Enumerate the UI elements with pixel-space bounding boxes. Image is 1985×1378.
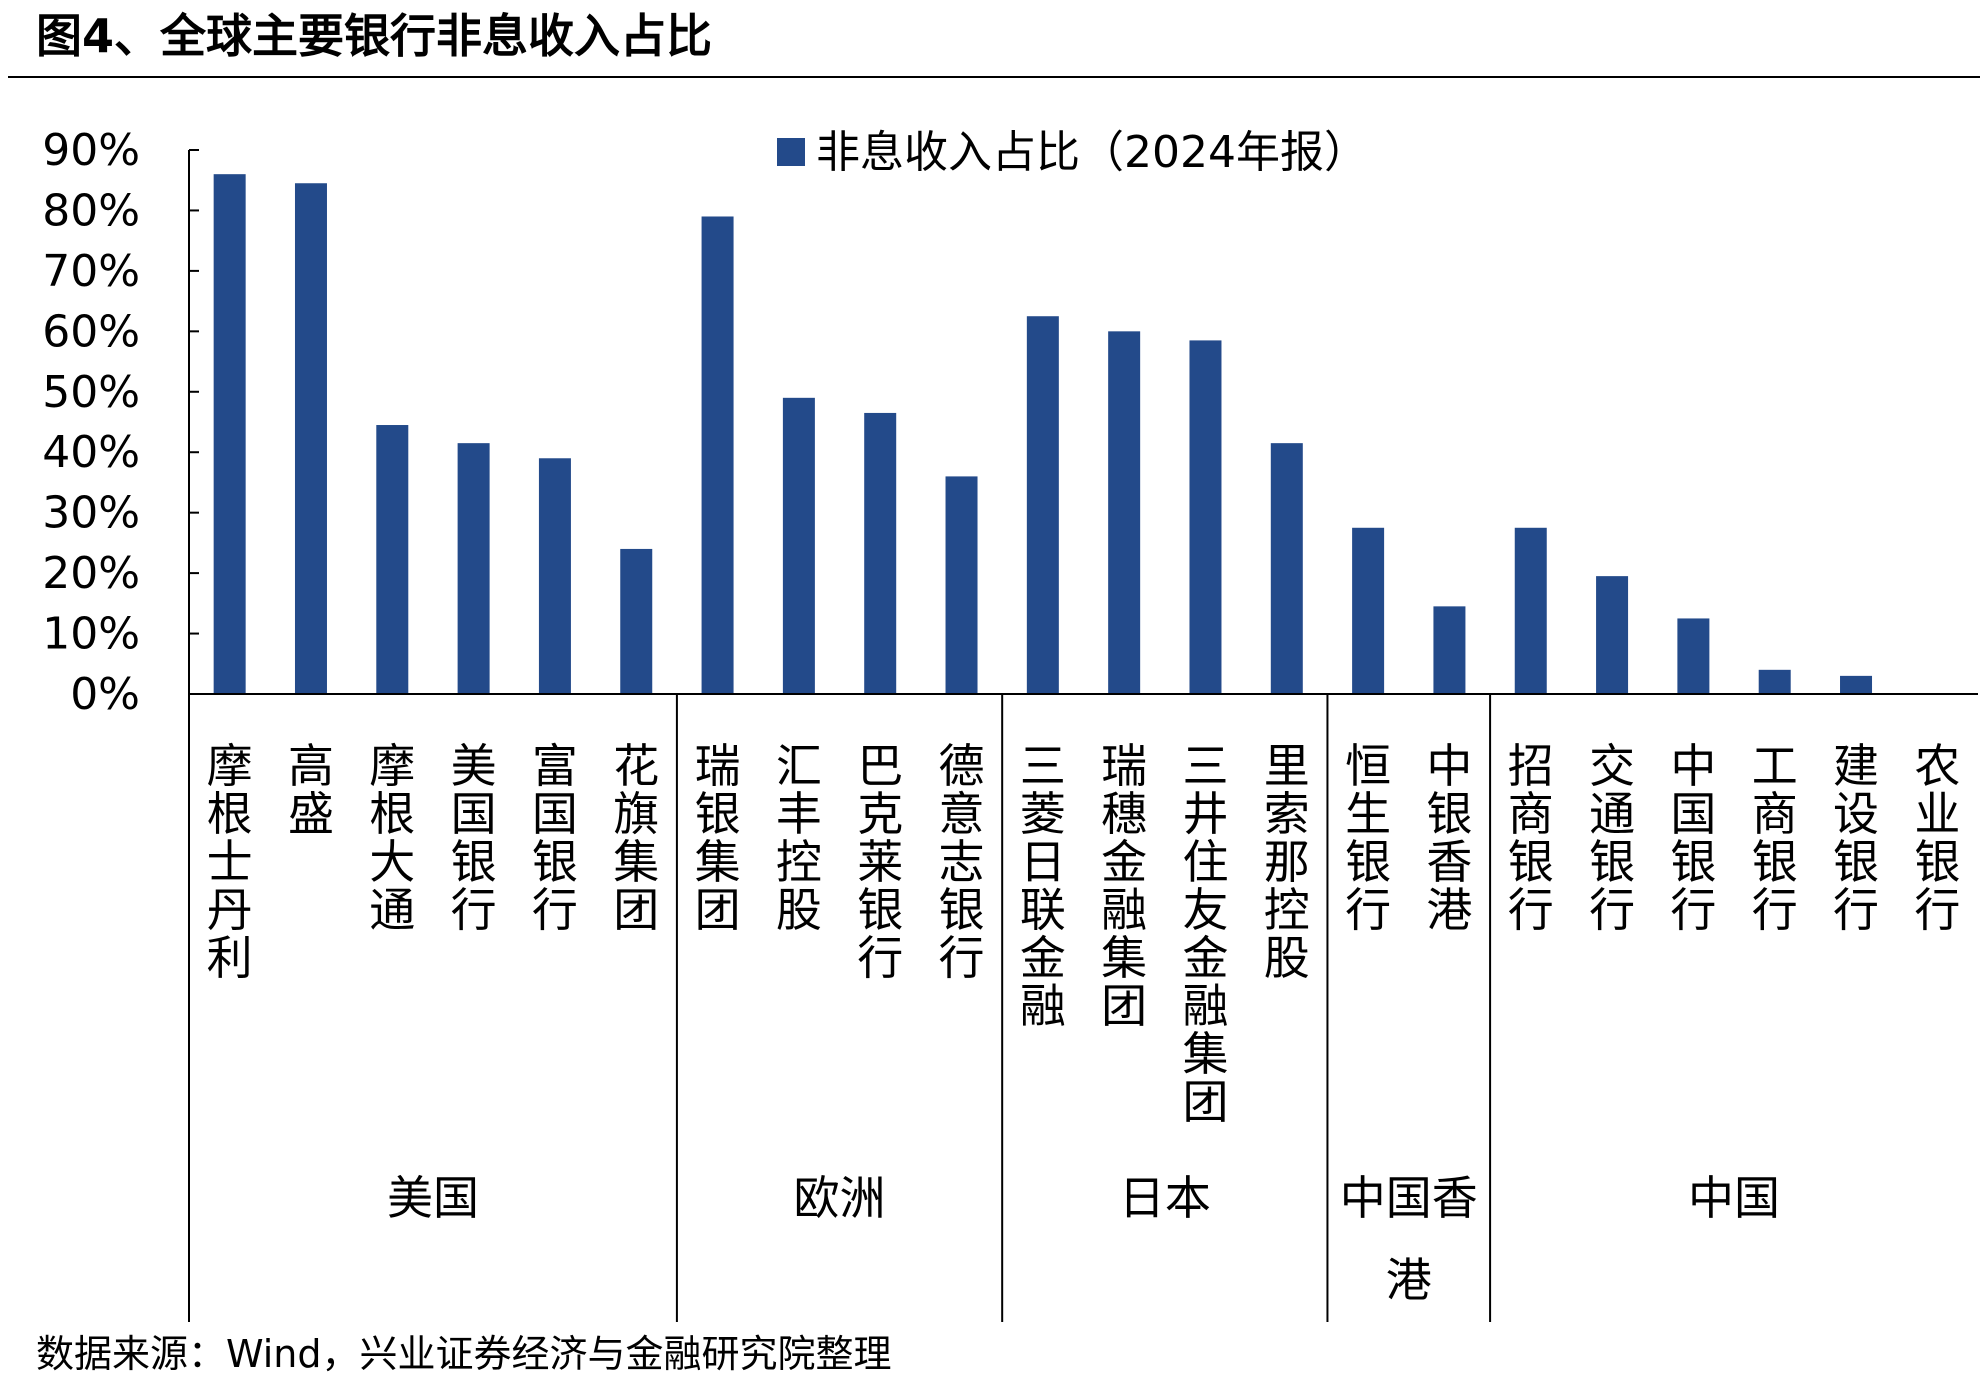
legend-swatch [777,138,805,166]
source-note: 数据来源：Wind，兴业证券经济与金融研究院整理 [36,1332,892,1376]
bar [864,412,897,694]
bar-series [213,174,1873,694]
category-label: 建设银行 [1833,739,1879,937]
y-tick-label: 0% [70,669,140,720]
bar [457,443,490,694]
category-label: 摩根大通 [369,739,415,937]
bar [1596,576,1629,694]
bar [1189,340,1222,694]
bar [1433,606,1466,694]
category-label: 富国银行 [532,739,578,937]
y-tick-label: 60% [42,306,140,357]
category-label: 摩根士丹利 [207,739,253,985]
category-label: 里索那控股 [1264,739,1310,985]
group-label: 美国 [387,1171,479,1225]
legend-label: 非息收入占比（2024年报） [816,127,1368,178]
group-label: 日本 [1119,1171,1211,1225]
bar [1108,331,1141,694]
bar [1270,443,1303,694]
y-tick-label: 80% [42,185,140,236]
category-label: 德意志银行 [939,739,985,985]
bar [620,548,653,694]
category-label: 瑞银集团 [695,739,741,937]
category-label: 交通银行 [1589,739,1635,937]
bar [538,458,571,694]
bar [1677,618,1710,694]
bar [701,216,734,694]
bar [1514,527,1547,694]
category-labels: 摩根士丹利高盛摩根大通美国银行富国银行花旗集团瑞银集团汇丰控股巴克莱银行德意志银… [207,739,1961,1129]
group-label: 欧洲 [794,1171,886,1225]
bar [945,476,978,694]
category-label: 三菱日联金融 [1020,739,1066,1033]
y-tick-label: 10% [42,609,140,660]
y-tick-label: 90% [42,125,140,176]
y-tick-label: 70% [42,246,140,297]
bar [376,425,409,694]
figure-title: 图4、全球主要银行非息收入占比 [36,9,713,63]
category-label: 招商银行 [1508,739,1554,937]
group-label-line: 中国香 [1340,1171,1478,1225]
bar [294,183,327,694]
category-label: 美国银行 [451,739,497,937]
bar [1352,527,1385,694]
category-label: 巴克莱银行 [857,739,903,985]
bar [782,397,815,694]
category-label: 中银香港 [1426,739,1472,937]
bar [1840,675,1873,694]
category-label: 农业银行 [1914,739,1960,937]
bar [213,174,246,694]
category-label: 中国银行 [1670,739,1716,937]
title-divider [8,76,1980,78]
y-tick-label: 40% [42,427,140,478]
bar [1026,316,1059,694]
bar-chart: 0% 10% 20% 30% 40% 50% 60% 70% 80% 90% 摩根士丹利高盛摩根大… [42,125,1978,1322]
group-label: 中国 [1688,1171,1780,1225]
y-tick-label: 50% [42,367,140,418]
category-label: 花旗集团 [613,739,659,937]
category-label: 瑞穗金融集团 [1101,739,1147,1033]
category-label: 汇丰控股 [776,739,822,937]
category-label: 工商银行 [1752,739,1798,937]
category-label: 恒生银行 [1345,739,1391,937]
legend: 非息收入占比（2024年报） [777,127,1368,178]
group-label-line: 港 [1386,1253,1432,1307]
bar [1758,669,1791,694]
y-tick-label: 30% [42,488,140,539]
category-label: 三井住友金融集团 [1182,739,1228,1129]
y-tick-labels: 0% 10% 20% 30% 40% 50% 60% 70% 80% 90% [42,125,140,720]
category-label: 高盛 [288,739,334,841]
y-tick-label: 20% [42,548,140,599]
axes [188,149,1978,1322]
